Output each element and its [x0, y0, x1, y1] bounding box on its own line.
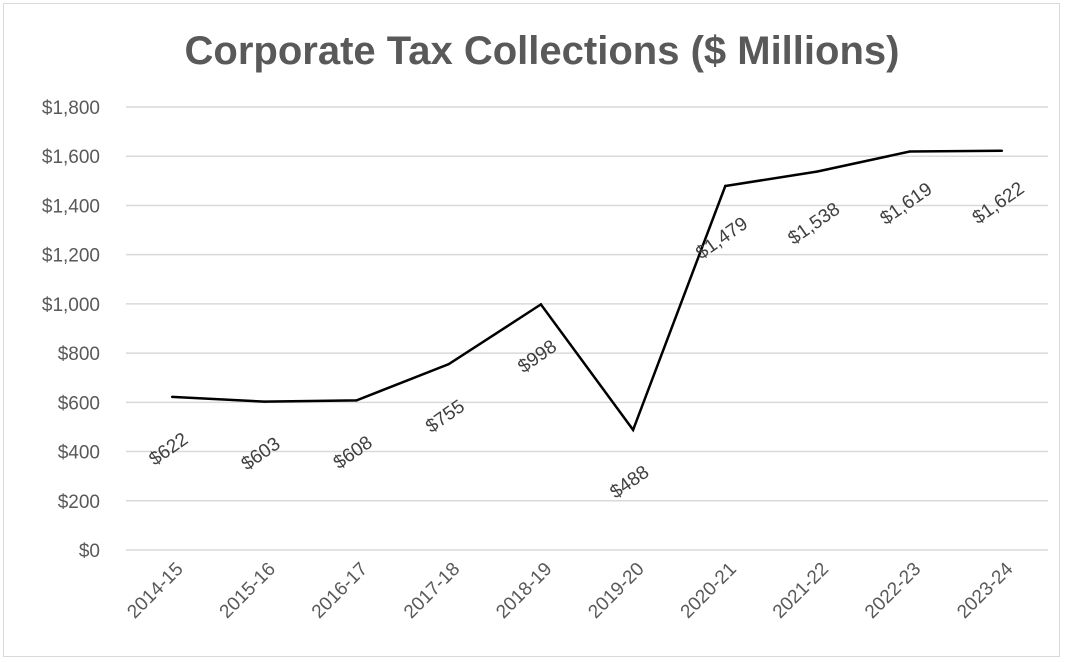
x-tick-label: 2022-23 [861, 559, 925, 623]
y-tick-label: $1,400 [42, 196, 100, 217]
x-tick-label: 2015-16 [216, 559, 280, 623]
data-label: $608 [330, 432, 377, 473]
data-label: $998 [514, 336, 561, 377]
series-line [172, 149, 1002, 433]
data-labels: $622 $603 $608$755$998$488$1,479 $1,538 $1,6… [145, 178, 1028, 503]
data-point [263, 400, 266, 403]
x-tick-label: 2018-19 [492, 559, 556, 623]
data-label: $1,619 [877, 179, 937, 230]
y-tick-label: $1,800 [42, 98, 100, 119]
data-label: $488 [606, 462, 653, 503]
y-tick-label: $1,600 [42, 147, 100, 168]
x-tick-label: 2021-22 [769, 559, 833, 623]
data-point [908, 150, 911, 153]
data-point [170, 395, 174, 399]
y-tick-label: $600 [58, 393, 100, 414]
data-point [1000, 149, 1004, 153]
x-tick-label: 2020-21 [677, 559, 741, 623]
y-tick-label: $400 [58, 443, 100, 464]
chart-frame [3, 3, 1060, 657]
x-tick-label: 2023-24 [953, 558, 1017, 622]
data-point [447, 362, 450, 366]
chart-title: Corporate Tax Collections ($ Millions) [185, 29, 900, 73]
series-line-layer [170, 149, 1004, 433]
data-label: $1,479 [692, 213, 752, 264]
y-tick-label: $0 [79, 541, 100, 562]
data-point [539, 303, 543, 306]
y-tick-label: $1,200 [42, 246, 100, 267]
data-label: $603 [238, 433, 285, 474]
x-tick-label: 2019-20 [584, 559, 648, 623]
data-label: $622 [145, 429, 192, 470]
x-tick-label: 2017-18 [400, 559, 464, 623]
data-point [631, 428, 635, 432]
y-tick-label: $800 [58, 344, 100, 365]
x-axis-tick-labels: 2014-15 2015-16 2016-17 2017-18 2018-19 2019-… [123, 558, 1017, 622]
x-tick-label: 2014-15 [123, 559, 187, 623]
gridlines [126, 106, 1048, 551]
data-label: $1,622 [969, 178, 1029, 229]
y-tick-label: $1,000 [42, 295, 100, 316]
data-point [724, 184, 727, 188]
data-label: $1,538 [784, 199, 844, 250]
x-tick-label: 2016-17 [308, 559, 372, 623]
y-tick-label: $200 [58, 492, 100, 513]
data-point [355, 399, 358, 402]
y-axis-tick-labels: $0 $200 $400 $600 $800 $1,000 $1,200 $1,400 $1,6… [42, 98, 100, 562]
data-point [816, 170, 819, 173]
